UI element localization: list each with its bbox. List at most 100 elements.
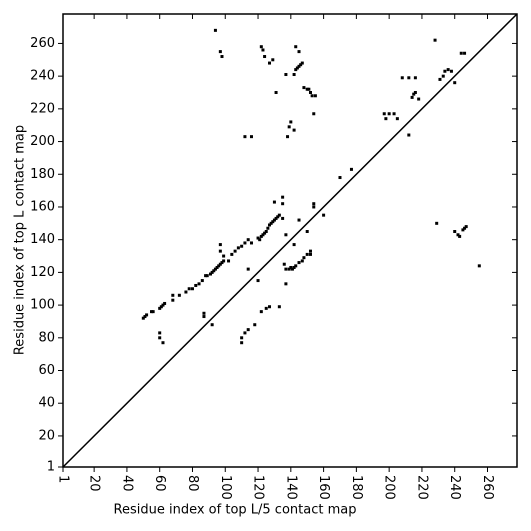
contact-point [222, 259, 226, 263]
contact-point [477, 264, 481, 268]
plot-frame [62, 13, 518, 468]
contact-point [266, 226, 270, 230]
contact-point [458, 234, 462, 238]
contact-point [256, 236, 260, 240]
contact-point [202, 315, 206, 319]
contact-point [246, 238, 250, 242]
contact-point [297, 261, 301, 265]
x-tick-label: 120 [251, 475, 266, 500]
contact-point [297, 64, 301, 68]
contact-point [259, 234, 263, 238]
contact-point [217, 264, 221, 268]
contact-point [184, 290, 188, 294]
contact-point [243, 331, 247, 335]
contact-point [302, 86, 306, 90]
contact-point [150, 310, 154, 314]
contact-point [446, 68, 450, 72]
contact-point [261, 233, 265, 237]
contact-point [190, 287, 194, 291]
contact-point [322, 213, 326, 217]
x-tick-label: 160 [316, 475, 331, 500]
y-tick-label: 220 [30, 101, 55, 116]
contact-point [269, 221, 273, 225]
contact-point [218, 243, 222, 247]
y-axis-label: Residue index of top L contact map [13, 125, 28, 355]
contact-point [438, 77, 442, 81]
contact-point [213, 28, 217, 32]
contact-point [161, 303, 165, 307]
contact-point [413, 90, 417, 94]
contact-point [253, 323, 257, 327]
y-tick-label: 100 [30, 298, 55, 313]
contact-point [259, 45, 263, 49]
contact-point [392, 112, 396, 116]
y-tick-label: 240 [30, 69, 55, 84]
contact-point [240, 341, 244, 345]
contact-point [151, 310, 155, 314]
contact-point [143, 315, 147, 319]
x-tick-label: 80 [185, 475, 200, 492]
contact-point [463, 226, 467, 230]
contact-point [246, 267, 250, 271]
contact-point [222, 254, 226, 258]
contact-point [302, 256, 306, 260]
contact-point [256, 279, 260, 283]
contact-point [145, 313, 149, 317]
contact-point [382, 112, 386, 116]
contact-point [230, 252, 234, 256]
x-tick-label: 60 [152, 475, 167, 492]
contact-point [277, 305, 281, 309]
contact-point [210, 270, 214, 274]
contact-point [220, 261, 224, 265]
contact-point [202, 311, 206, 315]
contact-point [177, 293, 181, 297]
contact-point [249, 135, 253, 139]
contact-point [284, 267, 288, 271]
x-tick-label: 200 [382, 475, 397, 500]
contact-point [287, 267, 291, 271]
contact-point [276, 215, 280, 219]
contact-point [305, 230, 309, 234]
contact-point [395, 117, 399, 121]
contact-point [215, 265, 219, 269]
contact-point [292, 265, 296, 269]
contact-point [281, 195, 285, 199]
contact-point [312, 202, 316, 206]
contact-point [287, 125, 291, 129]
contact-point [240, 336, 244, 340]
contact-point [227, 259, 231, 263]
contact-point [308, 90, 312, 94]
x-tick-label: 40 [119, 475, 134, 492]
contact-point [268, 223, 272, 227]
contact-point [243, 135, 247, 139]
contact-point [213, 267, 217, 271]
contact-point [272, 218, 276, 222]
contact-point [300, 259, 304, 263]
x-tick-label: 1 [56, 475, 71, 483]
contact-point [284, 282, 288, 286]
contact-point [220, 55, 224, 59]
x-tick-label: 240 [447, 475, 462, 500]
y-tick-label: 1 [47, 460, 55, 475]
diagonal-line [62, 13, 518, 468]
contact-point [281, 216, 285, 220]
contact-point [297, 218, 301, 222]
contact-point [441, 74, 445, 78]
contact-point [261, 48, 265, 52]
y-tick-label: 180 [30, 167, 55, 182]
contact-point [292, 73, 296, 77]
contact-point [259, 310, 263, 314]
x-tick-label: 100 [218, 475, 233, 500]
contact-point [141, 316, 145, 320]
contact-point [249, 241, 253, 245]
contact-point [171, 293, 175, 297]
contact-point [297, 50, 301, 54]
y-tick-label: 20 [38, 428, 55, 443]
x-tick-label: 180 [349, 475, 364, 500]
contact-point [443, 69, 447, 73]
contact-point [313, 94, 317, 98]
contact-point [407, 133, 411, 137]
contact-point [417, 97, 421, 101]
contact-point [299, 63, 303, 67]
contact-point [456, 233, 460, 237]
